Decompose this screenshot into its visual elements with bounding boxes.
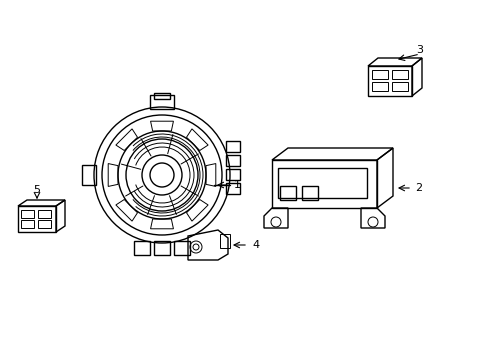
Text: 1: 1	[234, 180, 241, 190]
Bar	[154, 241, 170, 255]
Bar	[391, 70, 407, 79]
Bar	[220, 234, 229, 248]
Bar	[367, 66, 411, 96]
Text: 5: 5	[34, 185, 41, 195]
Bar	[225, 169, 240, 180]
Bar	[82, 165, 96, 185]
Bar	[21, 210, 34, 218]
Bar	[150, 95, 174, 109]
Bar	[302, 186, 317, 200]
Bar	[38, 220, 51, 228]
Text: 4: 4	[251, 240, 259, 250]
Bar	[371, 70, 387, 79]
Bar	[174, 241, 190, 255]
Bar	[391, 82, 407, 91]
Bar	[225, 155, 240, 166]
Bar	[18, 206, 56, 232]
Bar	[280, 186, 295, 200]
Bar	[371, 82, 387, 91]
Text: 2: 2	[414, 183, 421, 193]
Text: 3: 3	[416, 45, 423, 55]
Bar	[225, 141, 240, 152]
Bar	[154, 93, 170, 99]
Bar	[225, 183, 240, 194]
Bar	[134, 241, 150, 255]
Bar	[271, 160, 376, 208]
Bar	[21, 220, 34, 228]
Bar	[38, 210, 51, 218]
Bar	[278, 168, 366, 198]
